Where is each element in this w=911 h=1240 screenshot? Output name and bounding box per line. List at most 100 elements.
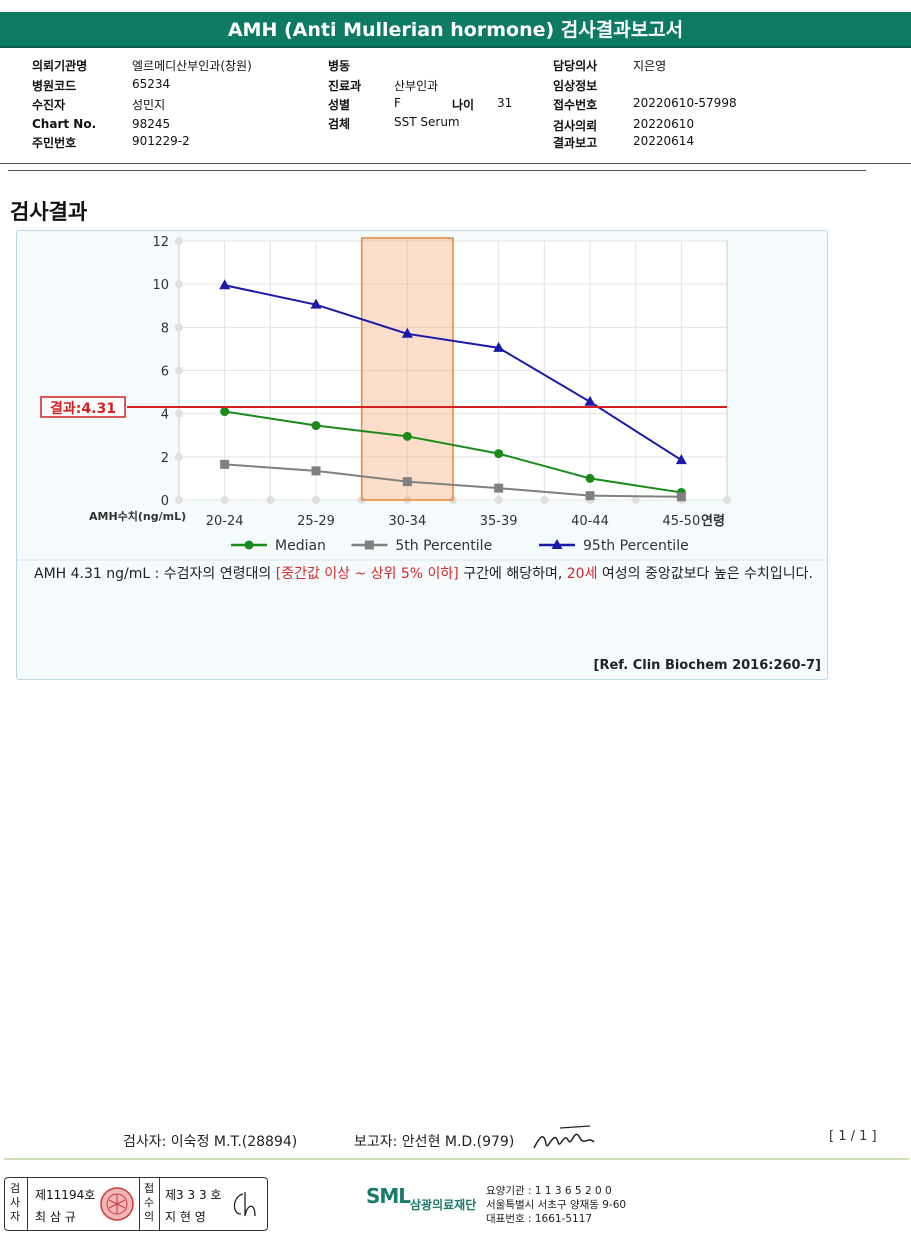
x-tick-label: 25-29 xyxy=(297,514,335,529)
data-point xyxy=(311,421,321,431)
axis-dot xyxy=(175,366,183,375)
summary-age-group: 20세 xyxy=(566,566,598,582)
axis-dot xyxy=(175,323,183,332)
info-value: 31 xyxy=(497,96,513,110)
axis-dot xyxy=(494,496,503,504)
axis-dot xyxy=(266,496,275,504)
x-tick-label: 45-50 xyxy=(662,514,700,529)
data-point xyxy=(494,449,504,459)
y-tick-label: 4 xyxy=(161,408,169,423)
x-tick-label: 20-24 xyxy=(206,514,244,529)
summary-text: 여성의 중앙값보다 높은 수치입니다. xyxy=(597,566,813,582)
stamp-label: 접수의 xyxy=(143,1182,155,1223)
address-line: 서울특별시 서초구 양재동 9-60 xyxy=(486,1199,627,1211)
chart-panel: 0 2 4 6 8 10 12 20-24 25-29 30-34 35-39 40-44 45-50 A… xyxy=(16,230,829,680)
data-point xyxy=(401,327,413,338)
info-label: 결과보고 xyxy=(553,136,598,150)
info-value: 산부인과 xyxy=(394,79,439,93)
stamp-name: 지 현 영 xyxy=(165,1210,206,1224)
axis-dot xyxy=(631,496,640,504)
info-value: 98245 xyxy=(132,117,171,131)
info-label: 진료과 xyxy=(328,79,362,93)
axis-dot xyxy=(175,280,183,289)
info-value: 65234 xyxy=(132,77,171,91)
info-value: 20220610-57998 xyxy=(633,96,737,110)
series-line xyxy=(224,284,682,461)
stamp-divider xyxy=(159,1178,160,1230)
axis-dot xyxy=(540,496,549,504)
license-number: 제11194호 xyxy=(35,1188,96,1202)
data-point xyxy=(219,279,231,290)
data-point xyxy=(584,395,596,406)
data-point xyxy=(402,431,412,441)
sml-logo: SML 삼광의료재단 xyxy=(366,1184,476,1212)
stamp-label: 검사자 xyxy=(9,1182,21,1223)
data-point xyxy=(311,466,321,476)
info-value: 20220614 xyxy=(633,134,695,148)
data-point xyxy=(402,477,412,487)
organization-name: 삼광의료재단 xyxy=(410,1198,477,1212)
info-value: 901229-2 xyxy=(132,134,190,148)
data-point xyxy=(310,298,322,309)
tester-signature: 검사자: 이숙정 M.T.(28894) xyxy=(123,1134,298,1150)
data-point xyxy=(220,407,230,417)
summary-range: [중간값 이상 ~ 상위 5% 이하] xyxy=(275,566,459,582)
series-line xyxy=(224,463,682,498)
data-point xyxy=(675,454,687,465)
info-value: F xyxy=(394,96,401,110)
info-value: 엘르메디산부인과(창원) xyxy=(132,59,252,73)
axis-dot xyxy=(220,496,229,504)
series-line xyxy=(224,410,682,494)
axis-dot xyxy=(723,496,731,504)
info-label: 의뢰기관명 xyxy=(32,59,88,73)
amh-chart: 0 2 4 6 8 10 12 20-24 25-29 30-34 35-39 40-44 45-50 A… xyxy=(17,235,829,561)
divider xyxy=(4,1158,909,1160)
organization-address: 요양기관 : 1 1 3 6 5 2 0 0 서울특별시 서초구 양재동 9-6… xyxy=(486,1184,626,1226)
x-tick-label: 30-34 xyxy=(388,514,426,529)
info-value: 20220610 xyxy=(633,117,695,131)
license-number: 제3 3 3 호 xyxy=(165,1188,222,1202)
info-label: 병원코드 xyxy=(32,79,77,93)
info-label: 병동 xyxy=(328,59,351,73)
axis-dot xyxy=(312,496,320,504)
info-label: 주민번호 xyxy=(32,136,77,150)
result-summary: AMH 4.31 ng/mL : 수검자의 연령대의 [중간값 이상 ~ 상위 … xyxy=(34,564,834,585)
section-title: 검사결과 xyxy=(10,200,88,224)
data-point xyxy=(364,540,374,550)
info-label: 나이 xyxy=(452,98,475,112)
stamp-name: 최 삼 규 xyxy=(35,1210,76,1224)
info-value: SST Serum xyxy=(394,115,460,129)
report-title: AMH (Anti Mullerian hormone) 검사결과보고서 xyxy=(0,12,911,48)
data-point xyxy=(493,341,505,352)
y-tick-label: 10 xyxy=(152,278,169,293)
stamp-divider xyxy=(27,1178,28,1230)
seal-icon xyxy=(100,1187,134,1221)
reference: [Ref. Clin Biochem 2016:260-7] xyxy=(593,658,821,673)
y-tick-label: 12 xyxy=(152,235,169,250)
result-label-box xyxy=(40,396,126,418)
x-tick-label: 35-39 xyxy=(480,514,518,529)
y-tick-label: 2 xyxy=(161,451,169,466)
data-point xyxy=(676,492,686,502)
legend-label: 5th Percentile xyxy=(395,538,492,554)
approval-stamp-box: 검사자 제11194호 최 삼 규 접수의 제3 3 3 호 지 현 영 xyxy=(4,1177,268,1231)
data-point xyxy=(585,491,595,501)
info-label: 임상정보 xyxy=(553,79,598,93)
info-value: 지은영 xyxy=(633,59,667,73)
y-tick-label: 0 xyxy=(161,494,169,509)
y-tick-label: 8 xyxy=(161,321,169,336)
highlight-age-band xyxy=(360,237,454,501)
reporter-signature: 보고자: 안선현 M.D.(979) xyxy=(354,1134,515,1150)
logo-mark: SML xyxy=(366,1184,411,1208)
info-value: 성민지 xyxy=(132,98,166,112)
data-point xyxy=(585,473,595,483)
summary-text: AMH 4.31 ng/mL : 수검자의 연령대의 xyxy=(34,566,276,582)
info-label: Chart No. xyxy=(32,117,97,131)
data-point xyxy=(494,483,504,493)
axis-dot xyxy=(175,496,183,504)
legend-label: 95th Percentile xyxy=(583,538,689,554)
info-label: 성별 xyxy=(328,98,351,112)
address-line: 대표번호 : 1661-5117 xyxy=(486,1213,593,1225)
legend-label: Median xyxy=(275,538,326,554)
data-point xyxy=(244,540,254,550)
